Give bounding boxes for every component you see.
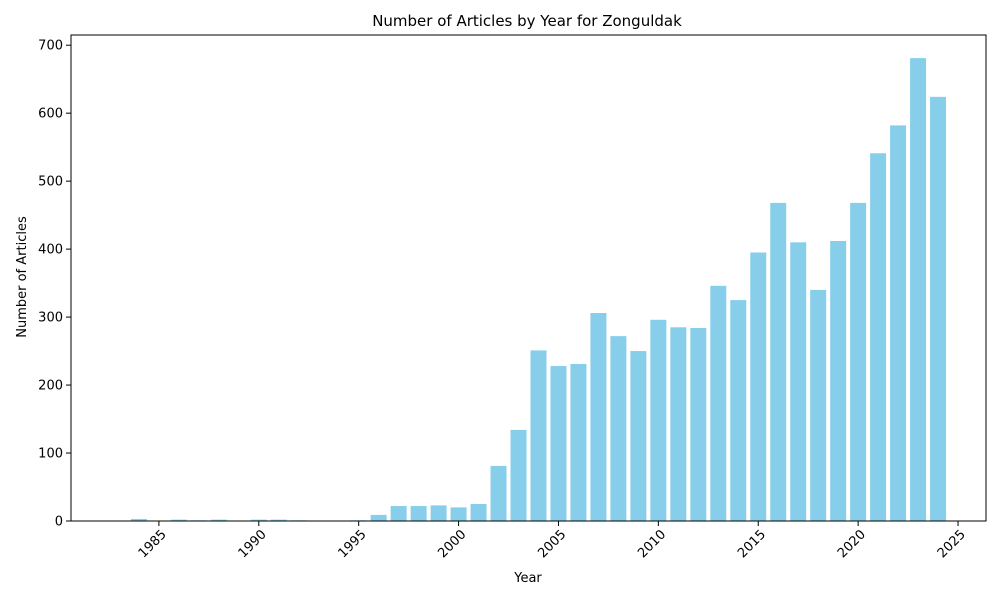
x-tick-label: 2025 (935, 527, 969, 561)
y-tick-label: 500 (38, 175, 63, 190)
x-tick-label: 2020 (835, 527, 869, 561)
y-tick-label: 200 (38, 379, 63, 394)
bar-2017 (790, 242, 807, 521)
x-tick-label: 2015 (735, 527, 769, 561)
bar-2004 (530, 350, 547, 521)
bar-2016 (770, 202, 787, 521)
bar-2020 (850, 202, 867, 521)
x-tick-label: 2005 (535, 527, 569, 561)
x-tick-label: 2010 (635, 527, 669, 561)
x-axis-label: Year (513, 571, 542, 586)
y-tick-label: 400 (38, 243, 63, 258)
bar-1991 (270, 519, 287, 521)
y-axis-ticks: 0 100 200 300 400 500 600 700 (38, 39, 71, 530)
bar-2023 (910, 58, 927, 522)
y-tick-label: 600 (38, 107, 63, 122)
bar-2018 (810, 289, 827, 521)
bar-2009 (630, 351, 647, 521)
bar-2000 (450, 507, 467, 521)
bar-2013 (710, 285, 727, 521)
bar-2014 (730, 300, 747, 521)
bar-2008 (610, 336, 627, 521)
bar-1990 (250, 519, 267, 521)
bar-2006 (570, 363, 587, 521)
y-tick-label: 300 (38, 311, 63, 326)
bar-2015 (750, 252, 767, 521)
y-tick-label: 0 (55, 515, 63, 530)
x-tick-label: 2000 (435, 527, 469, 561)
bar-2022 (890, 125, 907, 521)
bar-1996 (370, 514, 387, 521)
bar-1998 (410, 506, 427, 521)
bar-2021 (870, 153, 887, 521)
bar-2003 (510, 429, 527, 521)
bar-2007 (590, 313, 607, 521)
bar-1986 (170, 519, 187, 521)
bar-1988 (210, 519, 227, 521)
y-tick-label: 100 (38, 447, 63, 462)
bar-2010 (650, 319, 667, 521)
bar-2005 (550, 366, 567, 521)
chart-title: Number of Articles by Year for Zonguldak (372, 12, 682, 30)
bar-2012 (690, 327, 707, 521)
x-tick-label: 1985 (136, 527, 170, 561)
x-tick-label: 1995 (336, 527, 370, 561)
x-axis-ticks: 1985 1990 1995 2000 2005 2010 2015 2020 2025 (136, 521, 969, 561)
y-tick-label: 700 (38, 39, 63, 54)
bar-2019 (830, 240, 847, 521)
y-axis-label: Number of Articles (15, 216, 30, 338)
plot-frame (70, 34, 987, 522)
bar-2001 (470, 504, 487, 521)
bar-2002 (490, 465, 507, 521)
bar-1997 (390, 506, 407, 521)
bar-1999 (430, 505, 447, 521)
bar-2011 (670, 327, 687, 521)
bars-group (130, 58, 947, 522)
x-tick-label: 1990 (236, 527, 270, 561)
bar-1984 (130, 518, 147, 521)
bar-2024 (930, 96, 947, 521)
